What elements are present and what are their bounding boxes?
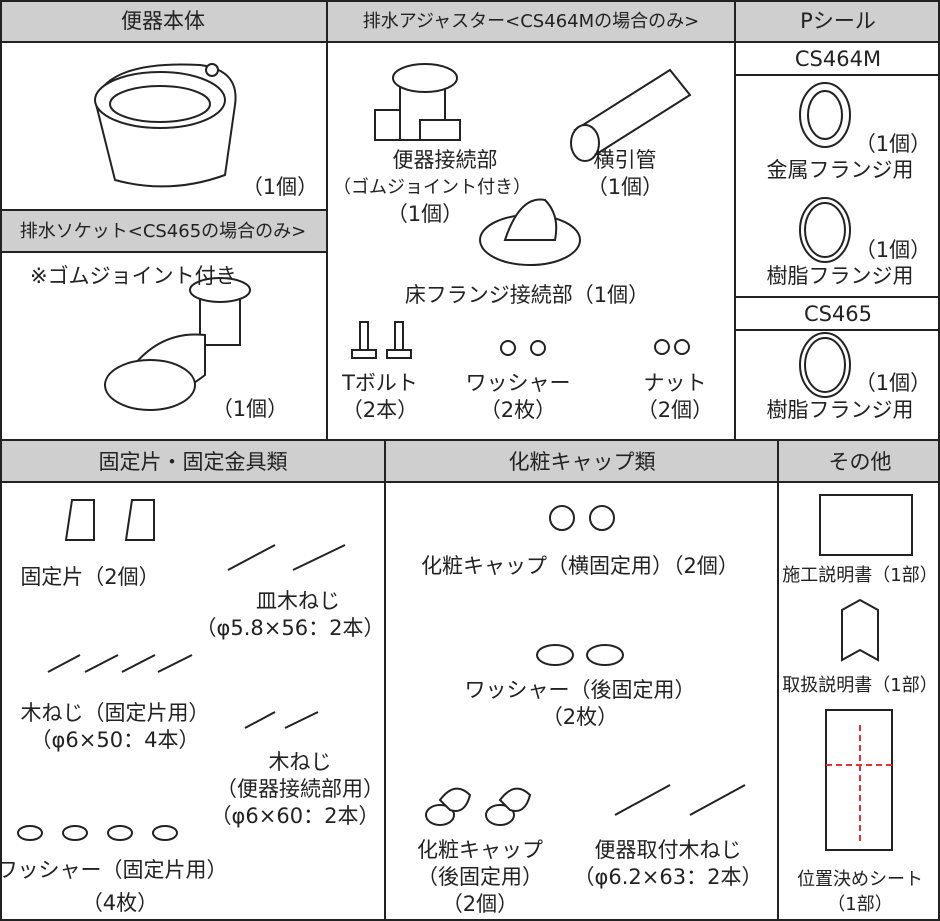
item-label: （1部） bbox=[827, 894, 892, 915]
item-label: ナット bbox=[644, 371, 707, 395]
item-label: Tボルト bbox=[341, 371, 418, 395]
item-label: 皿木ねじ bbox=[256, 589, 340, 613]
item-label: （ゴムジョイント付き） bbox=[333, 177, 531, 198]
item-label: （φ5.8×56：2本） bbox=[196, 616, 385, 640]
item-label: （φ6×50：4本） bbox=[31, 728, 200, 752]
item-label: 化粧キャップ bbox=[417, 838, 543, 862]
item-label: 床フランジ接続部（1個） bbox=[405, 283, 649, 307]
usage: 樹脂フランジ用 bbox=[767, 264, 914, 288]
header: Pシール bbox=[800, 9, 876, 33]
header: 便器本体 bbox=[121, 9, 205, 33]
usage: 樹脂フランジ用 bbox=[767, 398, 914, 422]
item-label: （2個） bbox=[637, 398, 713, 422]
quantity: （1個） bbox=[855, 371, 931, 395]
item-label: （2個） bbox=[442, 892, 518, 916]
item-label: 化粧キャップ（横固定用）（2個） bbox=[421, 554, 739, 578]
item-label: 取扱説明書（1部） bbox=[782, 675, 937, 696]
item-label: ワッシャー（固定片用） bbox=[0, 858, 228, 882]
item-label: （2枚） bbox=[480, 398, 556, 422]
item-label: （φ6×60：2本） bbox=[211, 804, 380, 828]
model: CS464M bbox=[795, 47, 881, 71]
note: ※ゴムジョイント付き bbox=[30, 264, 237, 288]
item-label: （2枚） bbox=[542, 705, 618, 729]
header-backgrounds bbox=[0, 0, 940, 482]
item-label: 便器取付木ねじ bbox=[595, 838, 742, 862]
item-label: （1個） bbox=[387, 202, 463, 226]
item-label: ワッシャー（後固定用） bbox=[465, 678, 696, 702]
header: その他 bbox=[829, 450, 892, 474]
item-label: ワッシャー bbox=[466, 371, 571, 395]
quantity: （1個） bbox=[242, 175, 318, 199]
item-label: （後固定用） bbox=[417, 865, 543, 889]
item-label: 横引管 bbox=[594, 148, 657, 172]
usage: 金属フランジ用 bbox=[767, 158, 914, 182]
item-label: 施工説明書（1部） bbox=[782, 565, 937, 586]
item-label: （便器接続部用） bbox=[216, 777, 384, 801]
quantity: （1個） bbox=[212, 397, 288, 421]
item-label: （1個） bbox=[587, 175, 663, 199]
header: 排水アジャスター<CS464Mの場合のみ> bbox=[363, 11, 699, 32]
quantity: （1個） bbox=[855, 238, 931, 262]
header: 固定片・固定金具類 bbox=[99, 450, 288, 474]
item-label: 便器接続部 bbox=[393, 148, 498, 172]
model: CS465 bbox=[804, 302, 872, 326]
header: 排水ソケット<CS465の場合のみ> bbox=[20, 221, 307, 242]
illustrations bbox=[17, 63, 913, 851]
item-label: 位置決めシート bbox=[797, 869, 923, 890]
item-label: （φ6.2×63：2本） bbox=[574, 865, 763, 889]
item-label: （2本） bbox=[342, 398, 418, 422]
header: 化粧キャップ類 bbox=[509, 450, 656, 474]
quantity: （1個） bbox=[855, 132, 931, 156]
item-label: （4枚） bbox=[82, 891, 158, 915]
item-label: 木ねじ（固定片用） bbox=[21, 701, 210, 725]
item-label: 固定片（2個） bbox=[20, 565, 159, 589]
item-label: 木ねじ bbox=[269, 750, 332, 774]
